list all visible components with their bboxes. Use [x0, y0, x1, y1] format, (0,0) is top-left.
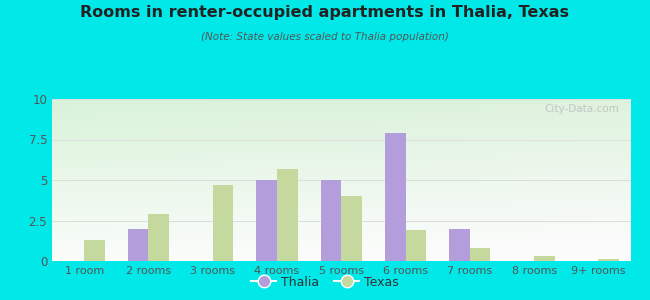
Bar [449, 229, 470, 261]
Bar [148, 214, 169, 261]
Bar [213, 185, 233, 261]
Bar [341, 196, 362, 261]
Bar [599, 260, 619, 261]
Text: City-Data.com: City-Data.com [544, 104, 619, 114]
Bar [277, 169, 298, 261]
Text: Rooms in renter-occupied apartments in Thalia, Texas: Rooms in renter-occupied apartments in T… [81, 4, 569, 20]
Bar [256, 180, 277, 261]
Bar [128, 229, 148, 261]
Bar [84, 240, 105, 261]
Bar [534, 256, 554, 261]
Bar [320, 180, 341, 261]
Text: (Note: State values scaled to Thalia population): (Note: State values scaled to Thalia pop… [201, 32, 449, 41]
Legend: Thalia, Texas: Thalia, Texas [246, 271, 404, 294]
Bar [385, 133, 406, 261]
Bar [406, 230, 426, 261]
Bar [470, 248, 490, 261]
